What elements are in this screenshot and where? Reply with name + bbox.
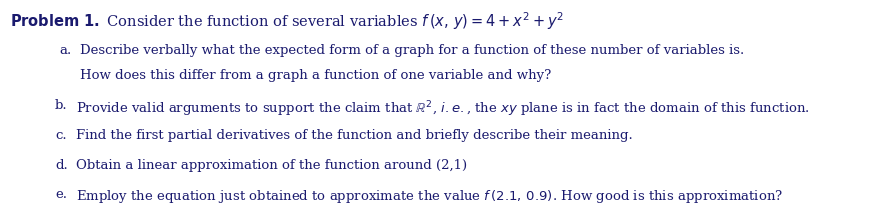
Text: Find the first partial derivatives of the function and briefly describe their me: Find the first partial derivatives of th… xyxy=(76,129,633,142)
Text: Provide valid arguments to support the claim that $\mathbb{R}^2$, $\mathit{i.e.}: Provide valid arguments to support the c… xyxy=(76,99,810,119)
Text: How does this differ from a graph a function of one variable and why?: How does this differ from a graph a func… xyxy=(80,69,552,82)
Text: d.: d. xyxy=(55,159,68,171)
Text: e.: e. xyxy=(55,188,67,201)
Text: c.: c. xyxy=(55,129,66,142)
Text: $\mathbf{Problem\ 1.}$ Consider the function of several variables $f\,(x,\,y)=4+: $\mathbf{Problem\ 1.}$ Consider the func… xyxy=(10,10,565,32)
Text: a.: a. xyxy=(59,44,72,57)
Text: b.: b. xyxy=(55,99,67,112)
Text: Describe verbally what the expected form of a graph for a function of these numb: Describe verbally what the expected form… xyxy=(80,44,745,57)
Text: Obtain a linear approximation of the function around (2,1): Obtain a linear approximation of the fun… xyxy=(76,159,467,171)
Text: Employ the equation just obtained to approximate the value $f\,(2.1,\,0.9)$. How: Employ the equation just obtained to app… xyxy=(76,188,783,205)
